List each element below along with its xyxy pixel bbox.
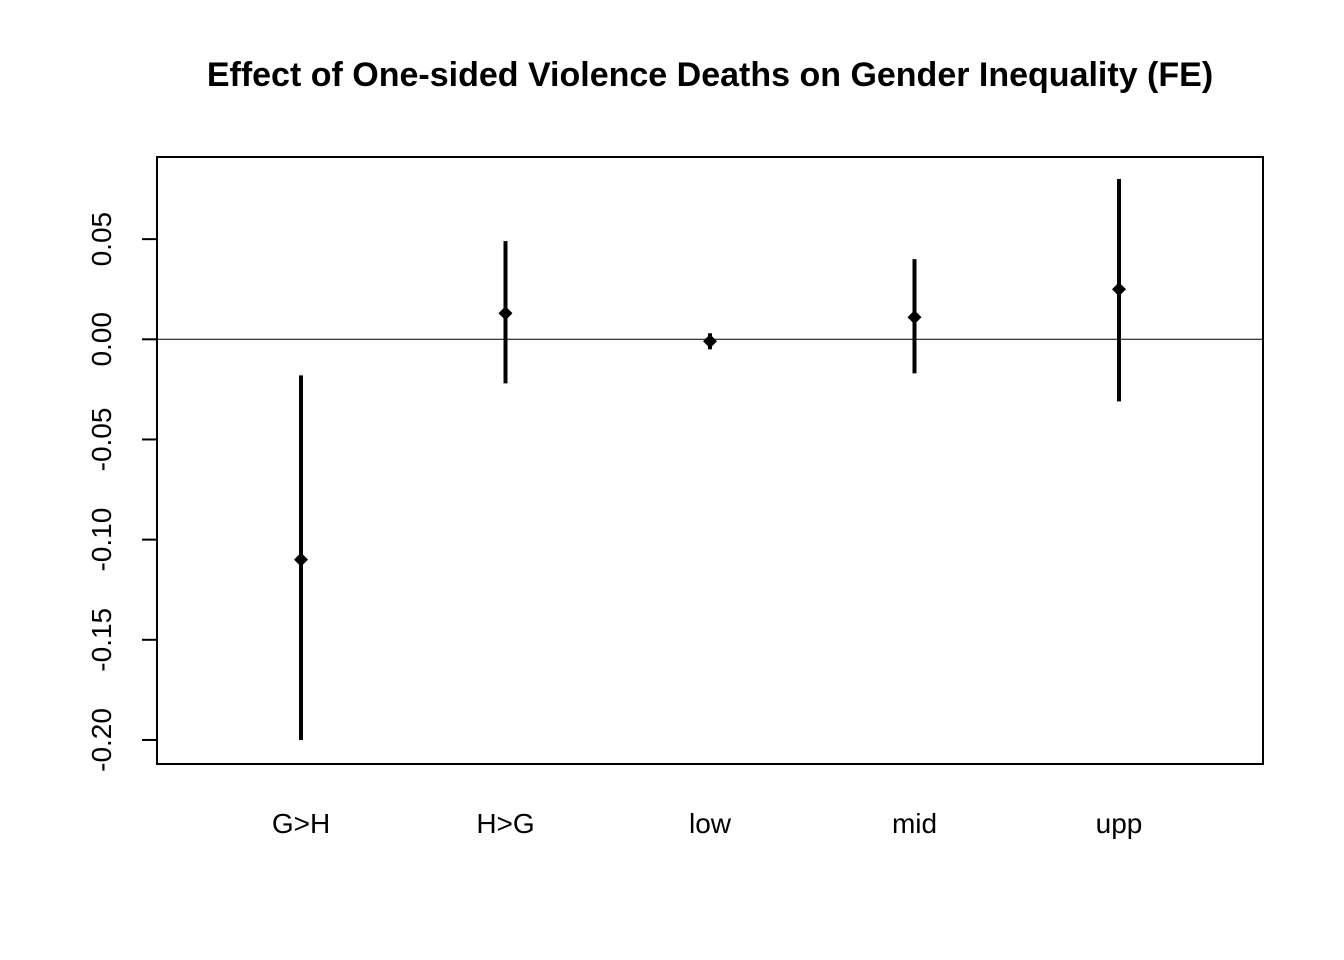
x-tick-label: H>G (476, 808, 534, 839)
plot-frame (156, 156, 1264, 765)
x-tick-label: G>H (272, 808, 330, 839)
data-marks (294, 179, 1126, 740)
y-tick-label: -0.10 (86, 508, 117, 572)
y-tick-label: -0.05 (86, 408, 117, 472)
chart-title: Effect of One-sided Violence Deaths on G… (206, 56, 1214, 94)
y-tick-label: -0.20 (86, 708, 117, 772)
y-axis: -0.20 -0.15 -0.10 -0.05 0.00 0.05 (86, 212, 158, 772)
point-estimate (1112, 282, 1126, 297)
point-estimate (907, 310, 922, 325)
point-estimate (294, 552, 308, 567)
y-tick-label: -0.15 (86, 608, 117, 672)
y-tick-label: 0.00 (86, 312, 117, 367)
x-axis: G>H H>G low mid upp (272, 808, 1143, 839)
point-estimate (703, 334, 717, 349)
x-tick-label: low (689, 808, 732, 839)
x-tick-label: mid (892, 808, 937, 839)
y-tick-label: 0.05 (86, 212, 117, 267)
x-tick-label: upp (1096, 808, 1143, 839)
point-estimate (498, 306, 513, 321)
